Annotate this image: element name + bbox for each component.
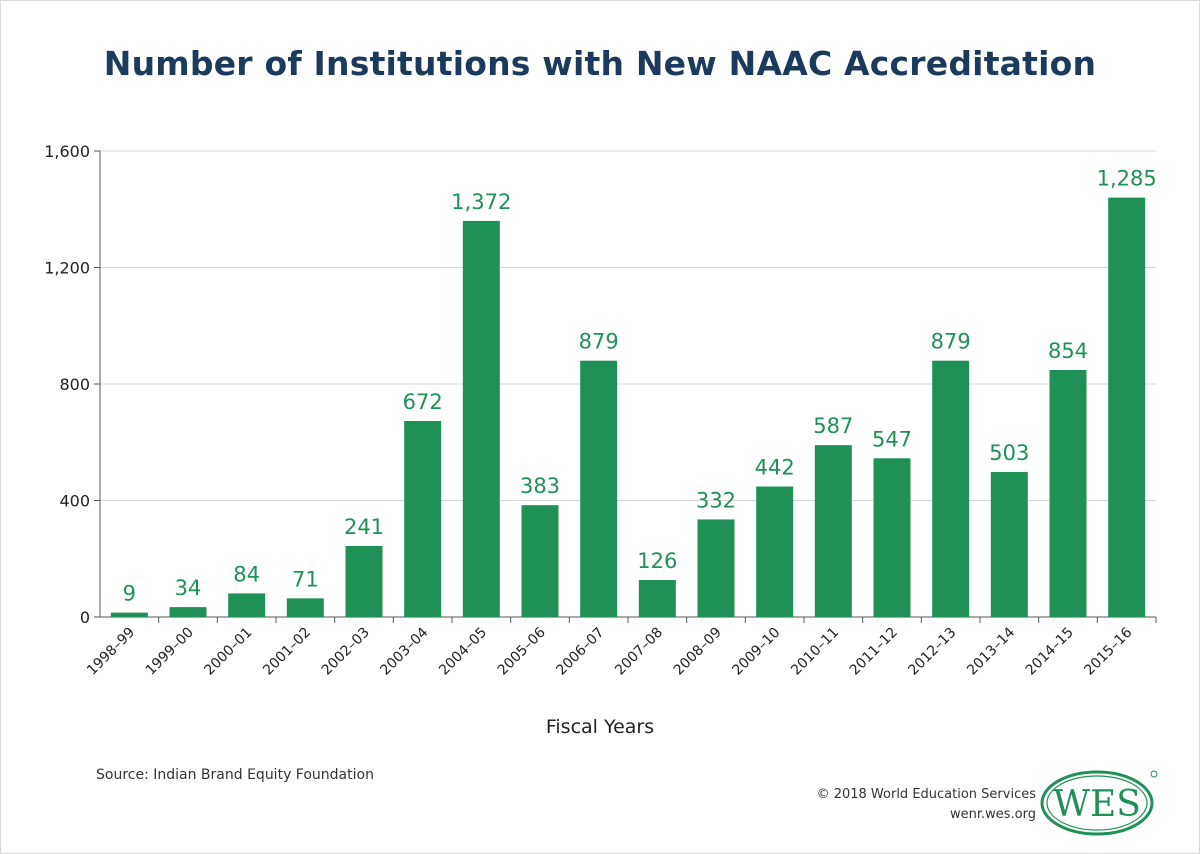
y-tick-label: 0 — [80, 608, 90, 627]
x-tick-label: 1999–00 — [143, 625, 197, 679]
x-tick-label: 2004–05 — [436, 625, 490, 679]
bar-chart: 0 400 800 1,200 1,600 9 1998–99 34 1999–00 84 2000… — [44, 142, 1157, 679]
x-tick-label: 2008–09 — [671, 625, 725, 679]
x-tick-label: 2007–08 — [612, 625, 666, 679]
x-tick-label: 2001–02 — [260, 625, 314, 679]
chart-title: Number of Institutions with New NAAC Acc… — [103, 44, 1097, 83]
bar-value-label: 879 — [579, 330, 619, 354]
x-tick-label: 2010–11 — [788, 625, 842, 679]
bar — [169, 607, 207, 617]
bar — [990, 471, 1028, 617]
wes-logo-text: WES — [1053, 784, 1141, 825]
bar — [932, 360, 970, 617]
bar-value-label: 854 — [1048, 339, 1088, 363]
x-tick-label: 2000–01 — [201, 625, 255, 679]
bar-value-label: 503 — [989, 441, 1029, 465]
y-tick-label: 1,600 — [44, 142, 90, 161]
bar-value-label: 71 — [292, 567, 319, 591]
x-tick-label: 2012–13 — [905, 625, 959, 679]
bar — [521, 505, 559, 617]
bar-value-label: 879 — [931, 330, 971, 354]
y-tick-label: 800 — [59, 375, 90, 394]
x-tick-label: 2002–03 — [319, 625, 373, 679]
bar — [228, 593, 266, 617]
x-tick-label: 2009–10 — [729, 625, 783, 679]
x-axis-label: Fiscal Years — [545, 716, 655, 738]
bar — [1108, 197, 1146, 617]
bar — [404, 420, 442, 617]
bar-value-label: 547 — [872, 427, 912, 451]
bar — [462, 220, 500, 617]
x-tick-label: 2013–14 — [964, 624, 1018, 678]
bar-value-label: 84 — [233, 562, 260, 586]
x-tick-label: 2006–07 — [553, 625, 607, 679]
bar-value-label: 241 — [344, 515, 384, 539]
bar-value-label: 587 — [813, 414, 853, 438]
copyright-text: © 2018 World Education Services — [816, 787, 1036, 802]
x-tick-label: 2015–16 — [1081, 624, 1135, 678]
bar-value-label: 1,372 — [451, 190, 511, 214]
x-tick-label: 2011–12 — [847, 625, 901, 679]
bar — [756, 486, 794, 617]
bar-value-label: 672 — [403, 390, 443, 414]
y-tick-label: 400 — [59, 492, 90, 511]
x-tick-label: 2014–15 — [1023, 625, 1077, 679]
bar-value-label: 332 — [696, 488, 736, 512]
bar — [1049, 370, 1087, 617]
bar — [345, 545, 383, 617]
website-text: wenr.wes.org — [949, 807, 1036, 822]
bar-value-label: 34 — [175, 576, 202, 600]
wes-logo: WES — [1040, 770, 1158, 836]
x-tick-label: 1998–99 — [84, 625, 138, 679]
bar-value-label: 126 — [637, 549, 677, 573]
bar — [814, 445, 852, 617]
source-note: Source: Indian Brand Equity Foundation — [96, 767, 374, 783]
bar-value-label: 442 — [755, 456, 795, 480]
bar — [697, 519, 735, 617]
x-tick-label: 2003–04 — [377, 624, 431, 678]
copyright-block: © 2018 World Education Services wenr.wes… — [817, 785, 1036, 825]
bar — [580, 360, 618, 617]
bar-value-label: 1,285 — [1097, 167, 1157, 191]
y-tick-label: 1,200 — [44, 259, 90, 278]
bar — [873, 458, 911, 617]
x-tick-label: 2005–06 — [495, 624, 549, 678]
bar — [638, 580, 676, 617]
bar-value-label: 383 — [520, 474, 560, 498]
bar-value-label: 9 — [123, 582, 136, 606]
bar — [286, 598, 324, 617]
bar — [110, 612, 148, 617]
